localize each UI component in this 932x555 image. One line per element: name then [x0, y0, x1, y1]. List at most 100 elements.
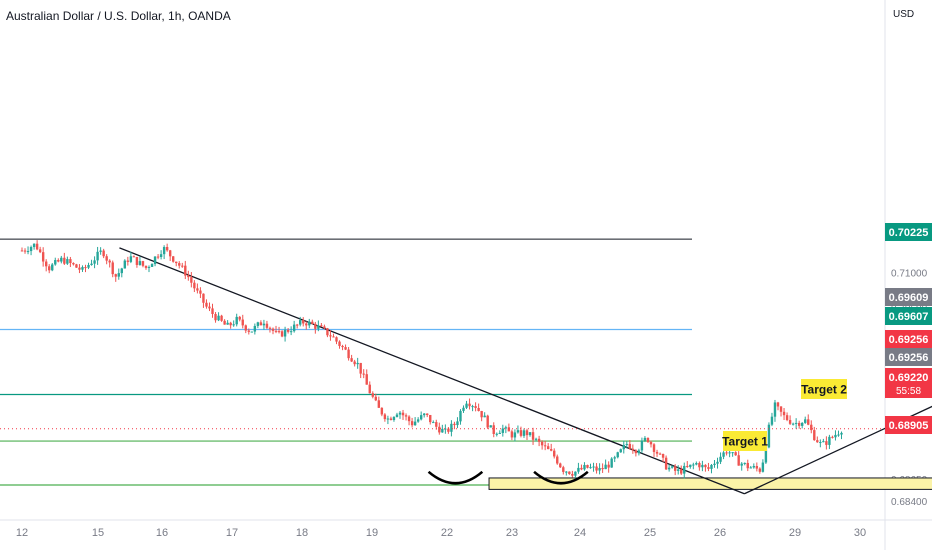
candle-body — [404, 415, 408, 417]
candle-body — [220, 315, 223, 321]
candle-body — [804, 419, 807, 423]
candle-body — [758, 468, 762, 472]
candle-body — [797, 422, 801, 426]
candle-body — [156, 256, 160, 258]
candle-body — [371, 393, 374, 397]
candle-body — [438, 426, 441, 433]
candle-body — [32, 243, 36, 248]
price-badge — [885, 348, 932, 366]
candle-body — [132, 256, 136, 258]
candle-body — [335, 337, 338, 342]
candle-body — [232, 324, 235, 326]
candle-body — [184, 265, 187, 276]
candle-body — [286, 329, 290, 332]
candle-body — [217, 315, 220, 321]
candle-body — [60, 257, 63, 262]
candle-body — [51, 264, 54, 271]
candle-body — [26, 251, 30, 253]
candle-body — [332, 336, 335, 338]
candle-body — [486, 415, 489, 428]
candle-body — [752, 466, 756, 468]
candle-body — [226, 322, 229, 325]
candle-body — [78, 267, 81, 270]
candle-body — [20, 250, 24, 252]
candle-body — [214, 313, 217, 321]
bottom-arc-1[interactable] — [427, 470, 484, 485]
candle-body — [229, 322, 232, 326]
candle-body — [692, 464, 695, 466]
candle-body — [244, 325, 247, 331]
candle-body — [673, 466, 677, 471]
trend-line[interactable] — [119, 247, 745, 495]
x-tick-label: 16 — [156, 527, 168, 539]
candle-body — [791, 423, 795, 425]
chart-title: Australian Dollar / U.S. Dollar, 1h, OAN… — [6, 9, 231, 23]
candle-body — [598, 468, 601, 471]
candle-body — [271, 328, 275, 331]
candle-body — [779, 406, 783, 412]
candle-body — [389, 418, 393, 421]
candle-body — [447, 428, 450, 432]
trend-line[interactable] — [744, 373, 932, 495]
candle-body — [326, 328, 329, 336]
candle-body — [683, 465, 686, 474]
candle-body — [422, 413, 426, 416]
candle-body — [187, 275, 190, 278]
candle-body — [837, 434, 840, 436]
support-zone[interactable] — [488, 477, 932, 490]
candle-body — [41, 252, 45, 262]
candle-body — [571, 473, 574, 476]
candle-body — [102, 250, 105, 257]
candle-body — [48, 266, 51, 271]
price-badge-label: 0.69256 — [889, 334, 929, 346]
candle-body — [770, 416, 774, 425]
candle-body — [265, 323, 269, 328]
candle-body — [737, 455, 740, 466]
candle-body — [23, 250, 27, 252]
price-badge — [885, 416, 932, 434]
candle-body — [93, 260, 96, 264]
candle-body — [159, 254, 163, 258]
candle-body — [374, 396, 378, 401]
candle-body — [525, 430, 529, 436]
candle-body — [181, 265, 184, 267]
candle-body — [619, 449, 622, 453]
candle-body — [646, 437, 650, 443]
candle-body — [241, 319, 244, 326]
candle-body — [825, 441, 828, 445]
candle-body — [292, 324, 296, 332]
candle-body — [553, 450, 556, 457]
candle-body — [208, 306, 211, 309]
candle-body — [807, 419, 810, 425]
candle-body — [126, 260, 130, 262]
candle-body — [622, 444, 625, 450]
candle-body — [534, 438, 538, 440]
candle-body — [495, 433, 498, 435]
candle-body — [643, 437, 647, 441]
candle-body — [746, 462, 749, 469]
x-tick-label: 19 — [366, 527, 378, 539]
price-badge-countdown: 55:58 — [896, 386, 921, 397]
bottom-arc-2[interactable] — [533, 470, 589, 485]
candle-body — [480, 410, 483, 418]
candle-body — [568, 471, 571, 474]
candle-body — [365, 374, 368, 385]
candle-body — [205, 302, 208, 307]
candle-body — [704, 464, 707, 468]
candle-body — [190, 277, 193, 283]
candle-body — [686, 465, 689, 467]
candle-body — [250, 331, 254, 333]
target-label-bg — [723, 431, 767, 451]
candle-body — [129, 256, 133, 262]
candle-body — [828, 436, 831, 445]
candle-body — [483, 415, 486, 418]
candle-body — [562, 467, 565, 472]
candle-body — [150, 264, 154, 267]
candle-body — [120, 268, 123, 274]
price-badge-label: 0.69609 — [889, 292, 929, 304]
candle-body — [516, 430, 520, 433]
candle-body — [223, 320, 226, 325]
candle-body — [537, 438, 541, 442]
